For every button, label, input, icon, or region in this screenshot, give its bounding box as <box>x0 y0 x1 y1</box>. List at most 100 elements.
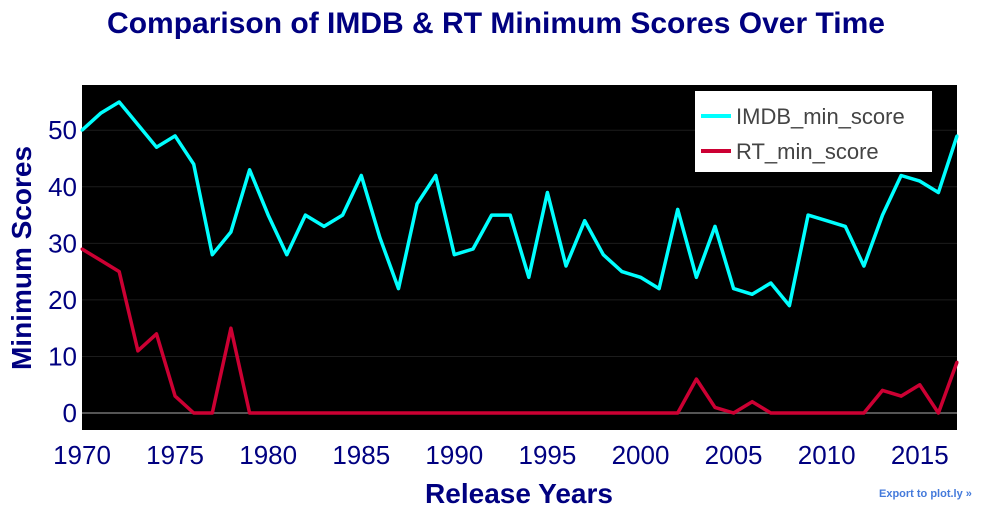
data-point <box>453 253 456 256</box>
data-point <box>546 191 549 194</box>
data-point <box>676 208 679 211</box>
data-point <box>639 412 642 415</box>
data-point <box>956 361 959 364</box>
legend[interactable]: IMDB_min_score RT_min_score <box>695 91 932 172</box>
data-point <box>807 214 810 217</box>
data-point <box>620 412 623 415</box>
data-point <box>211 412 214 415</box>
data-point <box>341 412 344 415</box>
data-point <box>602 253 605 256</box>
data-point <box>229 327 232 330</box>
data-point <box>471 248 474 251</box>
y-tick-label: 0 <box>63 398 77 428</box>
data-point <box>192 163 195 166</box>
x-tick-label: 2010 <box>798 440 856 470</box>
data-point <box>304 412 307 415</box>
data-point <box>937 412 940 415</box>
data-point <box>527 412 530 415</box>
data-point <box>248 412 251 415</box>
data-point <box>360 174 363 177</box>
data-point <box>174 395 177 398</box>
data-point <box>862 264 865 267</box>
data-point <box>434 412 437 415</box>
data-point <box>751 293 754 296</box>
data-point <box>267 214 270 217</box>
export-to-plotly-link[interactable]: Export to plot.ly » <box>879 488 981 504</box>
x-tick-label: 1990 <box>425 440 483 470</box>
y-axis-ticks: 0 10 20 30 40 50 <box>48 115 77 428</box>
data-point <box>695 378 698 381</box>
x-tick-label: 2005 <box>705 440 763 470</box>
data-point <box>565 412 568 415</box>
data-point <box>118 100 121 103</box>
data-point <box>323 225 326 228</box>
data-point <box>509 412 512 415</box>
data-point <box>378 412 381 415</box>
legend-label-rt: RT_min_score <box>736 139 879 164</box>
data-point <box>509 214 512 217</box>
x-axis-ticks: 1970 1975 1980 1985 1990 1995 2000 2005 2010 2015 <box>53 440 949 470</box>
data-point <box>862 412 865 415</box>
data-point <box>229 231 232 234</box>
data-point <box>416 202 419 205</box>
data-point <box>602 412 605 415</box>
data-point <box>490 214 493 217</box>
data-point <box>807 412 810 415</box>
x-axis-label: Release Years <box>425 478 613 509</box>
data-point <box>620 270 623 273</box>
x-tick-label: 1980 <box>239 440 297 470</box>
data-point <box>769 281 772 284</box>
data-point <box>825 219 828 222</box>
data-point <box>732 287 735 290</box>
x-tick-label: 1995 <box>519 440 577 470</box>
data-point <box>918 383 921 386</box>
data-point <box>174 134 177 137</box>
y-tick-label: 20 <box>48 285 77 315</box>
data-point <box>416 412 419 415</box>
y-tick-label: 10 <box>48 341 77 371</box>
x-tick-label: 1975 <box>146 440 204 470</box>
data-point <box>844 225 847 228</box>
data-point <box>881 389 884 392</box>
data-point <box>453 412 456 415</box>
data-point <box>658 412 661 415</box>
data-point <box>397 412 400 415</box>
data-point <box>81 129 84 132</box>
data-point <box>323 412 326 415</box>
data-point <box>136 349 139 352</box>
data-point <box>490 412 493 415</box>
data-point <box>658 287 661 290</box>
data-point <box>639 276 642 279</box>
data-point <box>285 412 288 415</box>
data-point <box>527 276 530 279</box>
data-point <box>956 134 959 137</box>
data-point <box>434 174 437 177</box>
y-tick-label: 40 <box>48 172 77 202</box>
x-tick-label: 2000 <box>612 440 670 470</box>
data-point <box>155 146 158 149</box>
data-point <box>378 236 381 239</box>
data-point <box>676 412 679 415</box>
data-point <box>471 412 474 415</box>
data-point <box>900 174 903 177</box>
data-point <box>918 180 921 183</box>
data-point <box>118 270 121 273</box>
data-point <box>751 400 754 403</box>
data-point <box>397 287 400 290</box>
data-point <box>267 412 270 415</box>
x-tick-label: 1970 <box>53 440 111 470</box>
data-point <box>937 191 940 194</box>
data-point <box>136 123 139 126</box>
data-point <box>769 412 772 415</box>
data-point <box>99 259 102 262</box>
data-point <box>881 214 884 217</box>
chart-title: Comparison of IMDB & RT Minimum Scores O… <box>107 7 885 40</box>
data-point <box>732 412 735 415</box>
y-tick-label: 50 <box>48 115 77 145</box>
data-point <box>285 253 288 256</box>
data-point <box>788 304 791 307</box>
data-point <box>695 276 698 279</box>
data-point <box>192 412 195 415</box>
data-point <box>248 168 251 171</box>
y-tick-label: 30 <box>48 228 77 258</box>
